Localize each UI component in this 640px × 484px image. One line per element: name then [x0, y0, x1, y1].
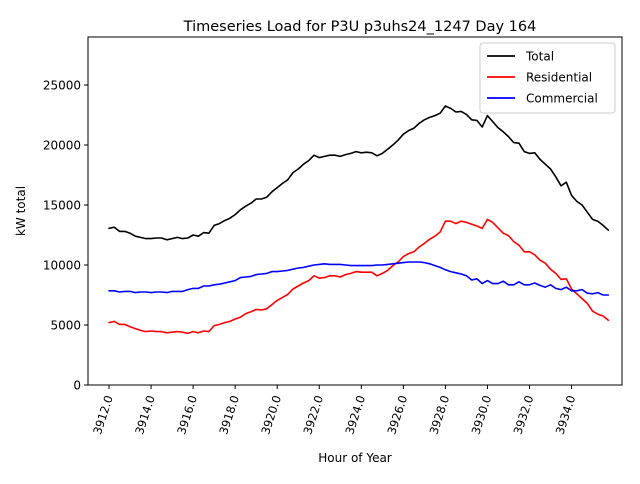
x-axis-label: Hour of Year — [318, 451, 392, 465]
y-axis: 0 5000 10000 15000 20000 25000 — [43, 79, 88, 393]
legend-box — [479, 42, 616, 114]
chart-title: Timeseries Load for P3U p3uhs24_1247 Day… — [183, 19, 537, 35]
series-line-commercial — [108, 261, 610, 296]
legend: Total Residential Commercial — [479, 42, 616, 114]
legend-label-residential: Residential — [526, 71, 592, 85]
y-tick-label: 15000 — [43, 199, 81, 213]
legend-label-total: Total — [525, 50, 554, 64]
y-tick-label: 10000 — [43, 259, 81, 273]
series-line-residential — [108, 218, 610, 335]
y-axis-label: kW total — [14, 186, 28, 236]
series-line-total — [108, 105, 610, 241]
y-tick-label: 25000 — [43, 79, 81, 93]
y-tick-label: 5000 — [50, 319, 81, 333]
y-tick-label: 0 — [73, 379, 81, 393]
y-tick-label: 20000 — [43, 139, 81, 153]
legend-label-commercial: Commercial — [526, 92, 598, 106]
plot-frame — [87, 36, 623, 386]
series-layer — [108, 105, 610, 335]
